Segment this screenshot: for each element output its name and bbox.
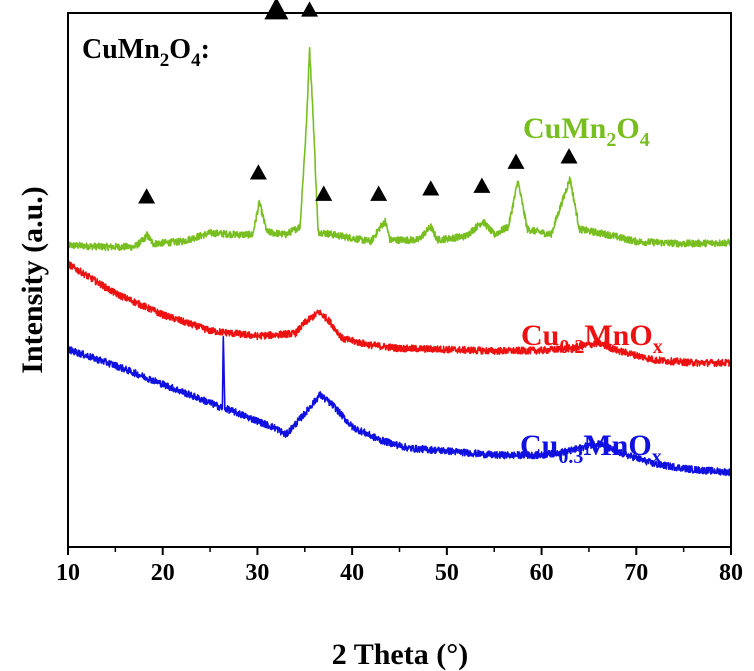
series-label-cu02mnox: Cu0.2MnOx — [521, 319, 663, 358]
x-tick-label-6: 70 — [624, 560, 648, 586]
peak-marker-4 — [315, 185, 333, 201]
legend-label: CuMn2O4: — [82, 34, 210, 71]
x-tick-label-3: 40 — [340, 560, 364, 586]
series-label-cu03mnox: Cu0.3MnOx — [520, 429, 662, 468]
peak-marker-9 — [560, 148, 578, 164]
series-line-0 — [67, 47, 732, 252]
plot-area: 10 20 30 40 50 60 70 80 — [56, 0, 743, 586]
peak-marker-2 — [301, 1, 319, 17]
series-line-2 — [67, 335, 732, 477]
x-tick-label-1: 20 — [151, 560, 175, 586]
peak-marker-8 — [507, 153, 525, 169]
x-tick-label-2: 30 — [245, 560, 269, 586]
peak-marker-7 — [473, 177, 491, 193]
peak-marker-1 — [264, 0, 289, 20]
peak-marker-3 — [249, 164, 267, 180]
x-axis-title: 2 Theta (°) — [332, 638, 468, 671]
y-axis-title: Intensity (a.u.) — [16, 186, 49, 374]
series-label-cumn2o4: CuMn2O4 — [523, 112, 650, 151]
peak-marker-6 — [422, 180, 440, 196]
x-tick-label-7: 80 — [719, 560, 743, 586]
series-line-1 — [67, 260, 732, 367]
x-tick-label-0: 10 — [56, 560, 80, 586]
legend: CuMn2O4: — [82, 34, 210, 71]
axes-frame — [67, 12, 732, 548]
x-tick-label-4: 50 — [435, 560, 459, 586]
peak-marker-0 — [138, 188, 156, 204]
x-tick-label-5: 60 — [530, 560, 554, 586]
peak-marker-5 — [370, 185, 388, 201]
